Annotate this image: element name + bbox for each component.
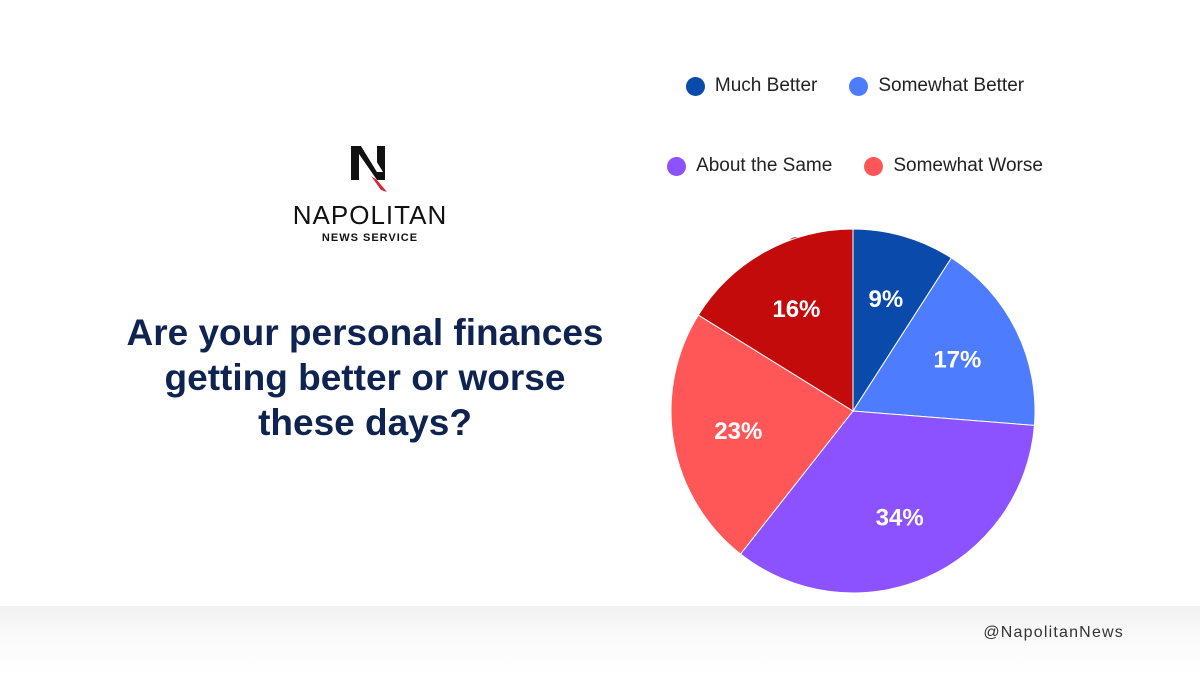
pie-slice-much-better — [852, 228, 953, 413]
pie-slice-somewhat-worse — [670, 314, 854, 555]
brand-subtitle: NEWS SERVICE — [321, 232, 419, 244]
pie-slice-somewhat-better — [852, 257, 1036, 426]
slice-value-label: 23% — [714, 418, 762, 445]
pie-slice-much-worse — [697, 228, 854, 412]
chart-title: Are your personal finances getting bette… — [126, 312, 604, 443]
slice-value-label: 9% — [868, 286, 903, 313]
slice-value-label: 16% — [772, 296, 820, 323]
slice-value-label: 17% — [933, 346, 981, 373]
legend-label: About the Same — [696, 155, 833, 176]
legend-item-somewhat-better: Somewhat Better — [849, 75, 1025, 96]
napolitan-n-logo-icon — [351, 146, 387, 192]
chart-legend: Much Better Somewhat Better About the Same… — [640, 75, 1070, 286]
social-handle: @NapolitanNews — [983, 624, 1124, 641]
bottom-shadow — [0, 606, 1200, 675]
legend-swatch — [864, 156, 884, 176]
brand-name: NAPOLITAN — [292, 200, 448, 230]
legend-label: Much Better — [714, 75, 818, 96]
brand-logo: NAPOLITAN NEWS SERVICE — [270, 140, 470, 244]
legend-item-somewhat-worse: Somewhat Worse — [864, 155, 1043, 176]
legend-label: Somewhat Better — [878, 75, 1025, 96]
legend-label: Somewhat Worse — [893, 155, 1043, 176]
legend-swatch — [685, 76, 705, 96]
legend-item-about-the-same: About the Same — [667, 155, 833, 176]
legend-swatch — [849, 76, 869, 96]
slice-value-label: 34% — [876, 505, 924, 532]
legend-swatch — [667, 156, 687, 176]
pie-slice-about-the-same — [739, 410, 1035, 594]
legend-item-much-better: Much Better — [685, 75, 818, 96]
